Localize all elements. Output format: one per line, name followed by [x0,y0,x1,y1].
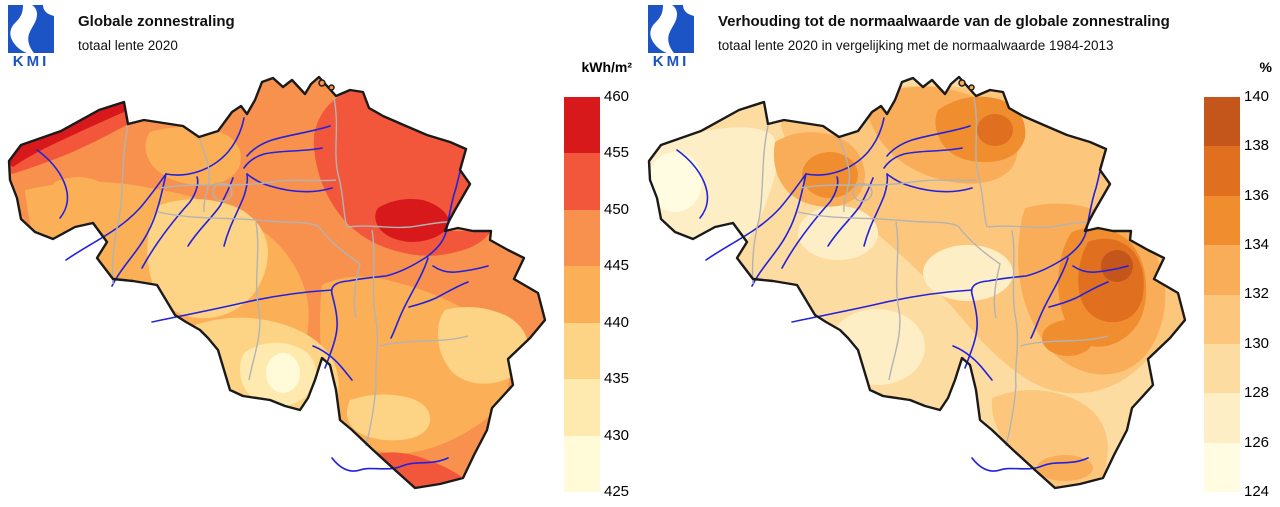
contour-region [649,152,702,212]
baarle-exclave-dot [958,79,966,87]
contour-region [147,199,268,319]
contour-region [829,309,925,385]
legend-band [1204,245,1240,295]
contour-region [438,306,529,384]
legend-band [1204,393,1240,443]
contour-fill-layer [9,77,545,488]
legend-tick: 430 [604,427,630,444]
legend-tick: 140 [1244,88,1270,105]
panel-radiation-ratio: KMI Verhouding tot de normaalwaarde van … [640,0,1280,507]
contour-region [977,114,1013,146]
contour-fill-layer [649,77,1185,488]
legend-tick: 425 [604,483,630,500]
belgium-map-radiation [7,75,547,490]
belgium-map-ratio [647,75,1187,490]
kmi-logo-text: KMI [652,53,690,70]
legend-tick: 445 [604,257,630,274]
page-title: Verhouding tot de normaalwaarde van de g… [718,13,1170,30]
legend-tick: 460 [604,88,630,105]
baarle-exclave-dot [328,84,335,91]
contour-region [9,102,126,167]
legend-band [564,209,600,267]
legend-band [564,266,600,323]
legend-unit: kWh/m² [581,59,632,75]
legend-tick: 138 [1244,137,1270,154]
legend-tick: 136 [1244,187,1270,204]
kmi-logo-icon [8,5,54,53]
contour-region [266,353,300,393]
legend-tick: 132 [1244,285,1270,302]
legend-band [1204,442,1240,492]
legend-band [1204,343,1240,394]
legend-band [1204,146,1240,196]
contour-region [372,452,463,488]
contour-region [145,127,241,185]
contour-region [346,394,431,441]
baarle-exclave-dots [958,79,975,91]
baarle-exclave-dot [318,79,326,87]
legend-tick: 455 [604,144,630,161]
legend-band [564,153,600,210]
legend-tick: 435 [604,370,630,387]
legend-unit: % [1259,59,1272,75]
legend-band [564,322,600,380]
legend-band [1204,97,1240,147]
legend-band [564,379,600,436]
legend-tick: 128 [1244,384,1270,401]
legend-color-bar [564,97,600,492]
legend-tick: 450 [604,201,630,218]
page-title: Globale zonnestraling [78,13,235,30]
legend-band [564,97,600,154]
legend-tick: 126 [1244,434,1270,451]
legend-tick: 134 [1244,236,1270,253]
legend-band [1204,294,1240,344]
legend-tick: 440 [604,314,630,331]
contour-region [1042,320,1094,356]
legend-band [564,435,600,492]
contour-region [1101,250,1133,282]
legend-tick: 130 [1244,335,1270,352]
page-subtitle: totaal lente 2020 [78,38,178,53]
baarle-exclave-dot [968,84,975,91]
page-subtitle: totaal lente 2020 in vergelijking met de… [718,38,1114,53]
contour-region [923,245,1013,301]
legend-tick: 124 [1244,483,1270,500]
kmi-logo-text: KMI [12,53,50,70]
contour-region [375,199,449,242]
kmi-logo-icon [648,5,694,53]
panel-radiation-total: KMI Globale zonnestraling totaal lente 2… [7,5,632,500]
baarle-exclave-dots [318,79,335,91]
legend-band [1204,195,1240,246]
legend-color-bar [1204,97,1240,492]
